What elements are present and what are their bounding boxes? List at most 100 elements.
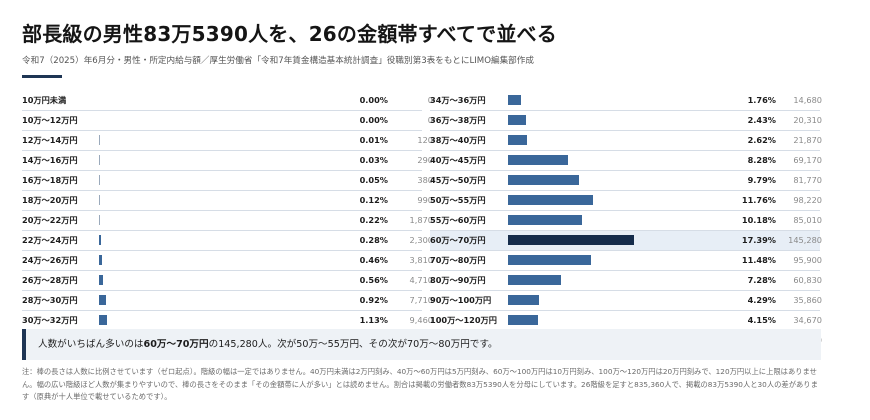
category-label: 45万～50万円 — [430, 175, 486, 185]
count-label: 85,010 — [793, 215, 822, 225]
category-label: 18万～20万円 — [22, 195, 78, 205]
bar-row: 20万～22万円 0.22% 1,870 — [22, 211, 433, 231]
bar-row: 14万～16万円 0.03% 290 — [22, 151, 433, 171]
count-label: 0 — [427, 115, 433, 125]
count-label: 81,770 — [793, 175, 822, 185]
category-label: 90万～100万円 — [430, 295, 492, 305]
right-column-rows: 34万～36万円 1.76% 14,680 36万～38万円 2.43% 20,310 38… — [430, 91, 822, 351]
category-label: 28万～30万円 — [22, 295, 78, 305]
category-label: 36万～38万円 — [430, 115, 486, 125]
category-label: 38万～40万円 — [430, 135, 486, 145]
count-label: 34,670 — [793, 315, 822, 325]
count-label: 35,860 — [793, 295, 822, 305]
category-label: 20万～22万円 — [22, 215, 78, 225]
title-accent-rule — [22, 75, 62, 78]
bar — [99, 175, 100, 185]
bar — [508, 195, 594, 205]
count-label: 3,810 — [409, 255, 433, 265]
bar — [508, 175, 579, 185]
percent-label: 1.76% — [747, 95, 776, 105]
count-label: 290 — [417, 155, 433, 165]
bar-row: 45万～50万円 9.79% 81,770 — [430, 171, 822, 191]
bar — [99, 315, 108, 325]
bar-row: 12万～14万円 0.01% 120 — [22, 131, 433, 151]
bar — [99, 195, 100, 205]
summary-suffix: の145,280人。次が50万～55万円、その次が70万～80万円です。 — [208, 339, 498, 350]
percent-label: 0.56% — [359, 275, 388, 285]
percent-label: 0.46% — [359, 255, 388, 265]
bar — [99, 275, 104, 285]
bar-row: 24万～26万円 0.46% 3,810 — [22, 251, 433, 271]
count-label: 2,300 — [409, 235, 433, 245]
category-label: 26万～28万円 — [22, 275, 78, 285]
bar — [508, 135, 527, 145]
category-label: 24万～26万円 — [22, 255, 78, 265]
category-label: 70万～80万円 — [430, 255, 486, 265]
bar — [99, 155, 100, 165]
category-label: 60万～70万円 — [430, 235, 486, 245]
percent-label: 0.00% — [359, 115, 388, 125]
percent-label: 10.18% — [741, 215, 776, 225]
category-label: 14万～16万円 — [22, 155, 78, 165]
count-label: 4,710 — [409, 275, 433, 285]
bar — [508, 115, 526, 125]
category-label: 30万～32万円 — [22, 315, 78, 325]
bar-row: 34万～36万円 1.76% 14,680 — [430, 91, 822, 111]
percent-label: 0.92% — [359, 295, 388, 305]
bar — [508, 215, 582, 225]
chart-subtitle: 令和7（2025）年6月分・男性・所定内給与額／厚生労働省「令和7年賃金構造基本… — [22, 56, 534, 66]
bar-row: 90万～100万円 4.29% 35,860 — [430, 291, 822, 311]
bar-row: 16万～18万円 0.05% 380 — [22, 171, 433, 191]
count-label: 380 — [417, 175, 433, 185]
count-label: 60,830 — [793, 275, 822, 285]
count-label: 990 — [417, 195, 433, 205]
bar-row: 36万～38万円 2.43% 20,310 — [430, 111, 822, 131]
summary-highlight: 60万～70万円 — [143, 339, 209, 350]
category-label: 80万～90万円 — [430, 275, 486, 285]
count-label: 1,870 — [409, 215, 433, 225]
percent-label: 7.28% — [747, 275, 776, 285]
category-label: 40万～45万円 — [430, 155, 486, 165]
count-label: 98,220 — [793, 195, 822, 205]
bar-row: 26万～28万円 0.56% 4,710 — [22, 271, 433, 291]
count-label: 9,460 — [409, 315, 433, 325]
bar-row: 38万～40万円 2.62% 21,870 — [430, 131, 822, 151]
percent-label: 0.22% — [359, 215, 388, 225]
count-label: 0 — [427, 95, 433, 105]
bar-row: 55万～60万円 10.18% 85,010 — [430, 211, 822, 231]
percent-label: 11.76% — [741, 195, 776, 205]
percent-label: 0.00% — [359, 95, 388, 105]
bar — [508, 155, 568, 165]
summary-text: 人数がいちばん多いのは60万～70万円の145,280人。次が50万～55万円、… — [38, 329, 498, 360]
bar-row: 40万～45万円 8.28% 69,170 — [430, 151, 822, 171]
percent-label: 0.28% — [359, 235, 388, 245]
count-label: 120 — [417, 135, 433, 145]
bar — [508, 235, 634, 245]
percent-label: 9.79% — [747, 175, 776, 185]
bar-row: 60万～70万円 17.39% 145,280 — [430, 231, 822, 251]
percent-label: 0.12% — [359, 195, 388, 205]
bar-row: 50万～55万円 11.76% 98,220 — [430, 191, 822, 211]
count-label: 69,170 — [793, 155, 822, 165]
count-label: 21,870 — [793, 135, 822, 145]
bar — [508, 275, 561, 285]
percent-label: 8.28% — [747, 155, 776, 165]
percent-label: 2.43% — [747, 115, 776, 125]
bar — [99, 235, 101, 245]
bar-row: 100万～120万円 4.15% 34,670 — [430, 311, 822, 331]
category-label: 16万～18万円 — [22, 175, 78, 185]
bar — [508, 295, 540, 305]
category-label: 10万～12万円 — [22, 115, 78, 125]
category-label: 22万～24万円 — [22, 235, 78, 245]
bar — [99, 255, 103, 265]
bar — [508, 255, 592, 265]
count-label: 145,280 — [788, 235, 822, 245]
percent-label: 0.03% — [359, 155, 388, 165]
bar — [99, 215, 100, 225]
percent-label: 2.62% — [747, 135, 776, 145]
bar — [508, 315, 539, 325]
footnote: 注：棒の長さは人数に比例させています（ゼロ起点）。階級の幅は一定ではありません。… — [22, 367, 818, 401]
summary-prefix: 人数がいちばん多いのは — [38, 339, 144, 350]
category-label: 10万円未満 — [22, 95, 67, 105]
summary-callout: 人数がいちばん多いのは60万～70万円の145,280人。次が50万～55万円、… — [22, 329, 821, 360]
